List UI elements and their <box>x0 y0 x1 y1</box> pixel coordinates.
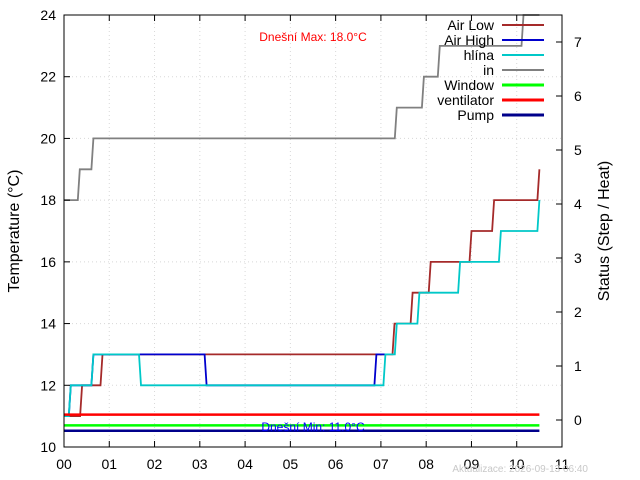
y-tick-label: 22 <box>40 69 56 85</box>
y2-tick-label: 0 <box>574 412 582 428</box>
y-tick-label: 18 <box>40 192 56 208</box>
y-tick-label: 10 <box>40 439 56 455</box>
y2-tick-label: 5 <box>574 142 582 158</box>
y-tick-label: 24 <box>40 7 56 23</box>
legend-label-pump: Pump <box>457 107 494 123</box>
x-tick-label: 06 <box>328 456 344 472</box>
x-tick-label: 09 <box>464 456 480 472</box>
x-tick-label: 00 <box>56 456 72 472</box>
min-annotation: Dnešní Min: 11.0°C <box>261 420 365 434</box>
series-line-in <box>64 14 540 201</box>
y2-axis-label: Status (Step / Heat) <box>596 161 613 302</box>
x-tick-label: 03 <box>192 456 208 472</box>
y2-tick-label: 2 <box>574 304 582 320</box>
y2-tick-label: 7 <box>574 34 582 50</box>
y2-tick-label: 6 <box>574 88 582 104</box>
series-line-hl-na <box>64 200 541 417</box>
legend-label-window: Window <box>444 77 495 93</box>
series-group <box>64 14 541 433</box>
plot-frame <box>63 14 563 448</box>
x-tick-label: 04 <box>237 456 253 472</box>
x-tick-label: 10 <box>509 456 525 472</box>
legend-label-in: in <box>483 62 494 78</box>
y-tick-label: 14 <box>40 316 56 332</box>
x-tick-label: 05 <box>283 456 299 472</box>
x-tick-label: 07 <box>373 456 389 472</box>
y2-tick-label: 3 <box>574 250 582 266</box>
y-tick-label: 16 <box>40 254 56 270</box>
max-annotation: Dnešní Max: 18.0°C <box>259 30 367 44</box>
legend-label-air-high: Air High <box>444 32 494 48</box>
y-tick-label: 12 <box>40 377 56 393</box>
x-axis: 00 01 02 03 04 05 06 07 08 09 10 11 <box>56 15 569 472</box>
y-axis-label: Temperature (°C) <box>6 170 23 293</box>
x-tick-label: 01 <box>101 456 117 472</box>
series-line-air-low <box>64 169 541 417</box>
y2-tick-label: 1 <box>574 358 582 374</box>
y-axis-right: 0 1 2 3 4 5 6 7 <box>556 34 582 428</box>
x-tick-label: 02 <box>147 456 163 472</box>
x-tick-label: 11 <box>555 456 570 472</box>
legend-label-ventilator: ventilator <box>437 92 494 108</box>
y-axis-left: 10 12 14 16 18 20 22 24 <box>40 7 70 455</box>
legend-label-air-low: Air Low <box>447 17 495 33</box>
x-tick-label: 08 <box>418 456 434 472</box>
legend-label-hl-na: hlína <box>464 47 495 63</box>
update-footer: Aktualizace: 2026-09-13 06:40 <box>452 464 588 475</box>
y2-tick-label: 4 <box>574 196 582 212</box>
y-tick-label: 20 <box>40 130 56 146</box>
